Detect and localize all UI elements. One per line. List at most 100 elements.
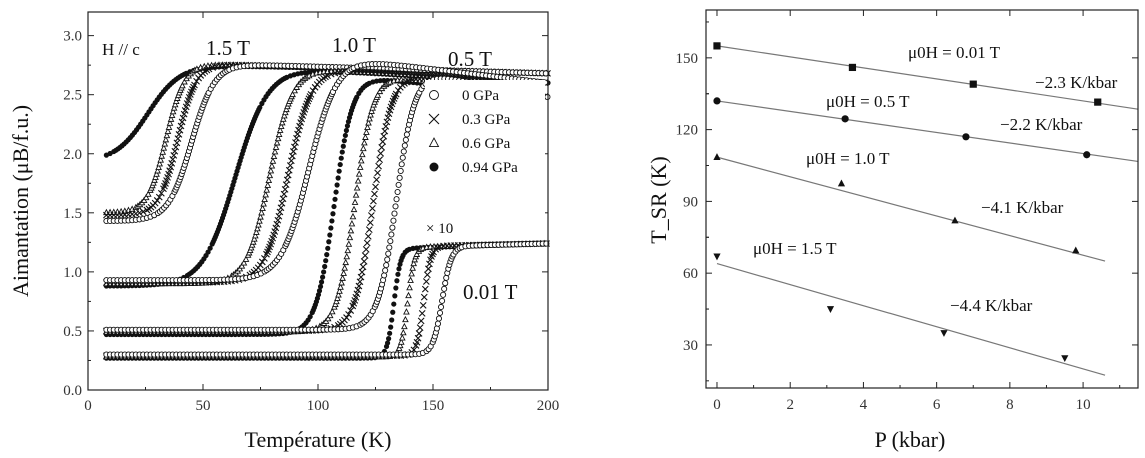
left-data-point xyxy=(179,81,186,89)
left-data-point xyxy=(172,143,180,151)
left-data-point xyxy=(342,258,350,266)
left-data-point xyxy=(332,196,338,202)
left-data-point xyxy=(162,135,170,143)
right-x-tick-label: 0 xyxy=(713,397,721,413)
left-data-point xyxy=(261,254,268,262)
left-data-point xyxy=(354,94,360,100)
left-data-point xyxy=(289,90,296,98)
left-data-point xyxy=(268,162,276,169)
left-data-point xyxy=(377,78,383,84)
left-data-point xyxy=(363,239,371,247)
left-data-point xyxy=(340,143,346,149)
left-data-point xyxy=(422,278,430,285)
left-data-point xyxy=(378,144,386,151)
left-data-point xyxy=(385,250,392,257)
field-direction-label: H // c xyxy=(102,40,140,59)
left-data-point xyxy=(277,122,285,130)
legend-marker xyxy=(428,137,440,148)
left-data-point xyxy=(372,183,379,191)
right-fit-lines xyxy=(716,45,1139,376)
left-data-point xyxy=(391,92,399,100)
scale-note-label: × 10 xyxy=(426,221,453,237)
left-data-point xyxy=(169,107,177,115)
left-data-point xyxy=(144,190,152,197)
left-data-point xyxy=(369,104,376,111)
left-data-point xyxy=(205,249,211,255)
left-data-point xyxy=(164,127,172,134)
left-data-point xyxy=(383,118,391,126)
left-data-point xyxy=(381,272,388,279)
left-data-point xyxy=(295,126,302,134)
left-data-point xyxy=(343,127,350,134)
left-data-point xyxy=(160,144,168,151)
left-data-point xyxy=(328,225,334,231)
series-label-1-0T: μ0H = 1.0 T xyxy=(806,149,890,168)
left-y-tick-label: 1.5 xyxy=(63,206,82,222)
left-data-point xyxy=(407,276,414,283)
left-data-point xyxy=(416,324,424,332)
left-data-point xyxy=(426,260,433,268)
left-data-point xyxy=(343,314,350,321)
left-data-point xyxy=(391,301,397,307)
left-data-point xyxy=(408,269,415,277)
left-data-point xyxy=(395,181,402,188)
left-data-point xyxy=(382,267,389,274)
left-data-point xyxy=(324,252,330,258)
left-data-point xyxy=(374,91,382,98)
left-data-point xyxy=(369,204,376,212)
left-data-point xyxy=(170,152,178,159)
left-data-point xyxy=(315,292,322,298)
left-data-point xyxy=(376,156,384,164)
right-data-point xyxy=(841,115,849,123)
left-data-point xyxy=(387,238,394,245)
left-data-point xyxy=(257,213,264,220)
left-data-point xyxy=(393,285,399,291)
left-data-point xyxy=(165,123,173,130)
left-data-point xyxy=(401,322,408,330)
left-data-point xyxy=(167,163,175,171)
left-data-point xyxy=(383,262,390,269)
right-data-point xyxy=(848,63,857,72)
left-data-point xyxy=(291,143,298,151)
left-data-point xyxy=(365,226,373,233)
left-data-point xyxy=(274,134,282,142)
left-data-point xyxy=(362,133,369,140)
fit-line xyxy=(716,100,1139,163)
left-data-point xyxy=(345,240,353,247)
left-data-point xyxy=(324,314,332,322)
left-data-point xyxy=(155,163,162,170)
left-data-point xyxy=(190,83,197,91)
left-data-point xyxy=(373,176,380,184)
left-data-point xyxy=(421,285,429,293)
left-data-point xyxy=(379,138,387,146)
left-data-point xyxy=(355,282,363,290)
left-data-point xyxy=(380,132,388,140)
fit-line xyxy=(716,156,1106,262)
left-x-tick-label: 200 xyxy=(537,398,560,414)
left-data-point xyxy=(335,175,341,181)
left-data-point xyxy=(398,161,405,168)
left-data-point xyxy=(156,160,163,167)
left-data-point xyxy=(170,104,178,111)
left-data-point xyxy=(322,263,328,270)
left-x-tick-label: 50 xyxy=(196,398,211,414)
left-data-point xyxy=(344,246,352,254)
left-data-point xyxy=(153,170,160,177)
left-data-point xyxy=(168,111,176,118)
left-data-point xyxy=(248,241,256,248)
left-data-point xyxy=(334,182,340,188)
left-data-point xyxy=(419,301,427,309)
right-data-point xyxy=(713,253,721,261)
left-data-point xyxy=(258,209,265,216)
left-data-point xyxy=(396,341,404,349)
left-data-point xyxy=(294,130,301,138)
left-data-point xyxy=(399,154,406,161)
left-data-point xyxy=(364,233,372,240)
left-data-point xyxy=(249,238,257,245)
field-label-1-5T: 1.5 T xyxy=(206,36,250,60)
left-data-point xyxy=(321,269,327,275)
left-data-point xyxy=(169,156,177,163)
left-data-point xyxy=(376,87,384,95)
left-data-point xyxy=(205,65,213,73)
left-data-point xyxy=(240,259,248,266)
